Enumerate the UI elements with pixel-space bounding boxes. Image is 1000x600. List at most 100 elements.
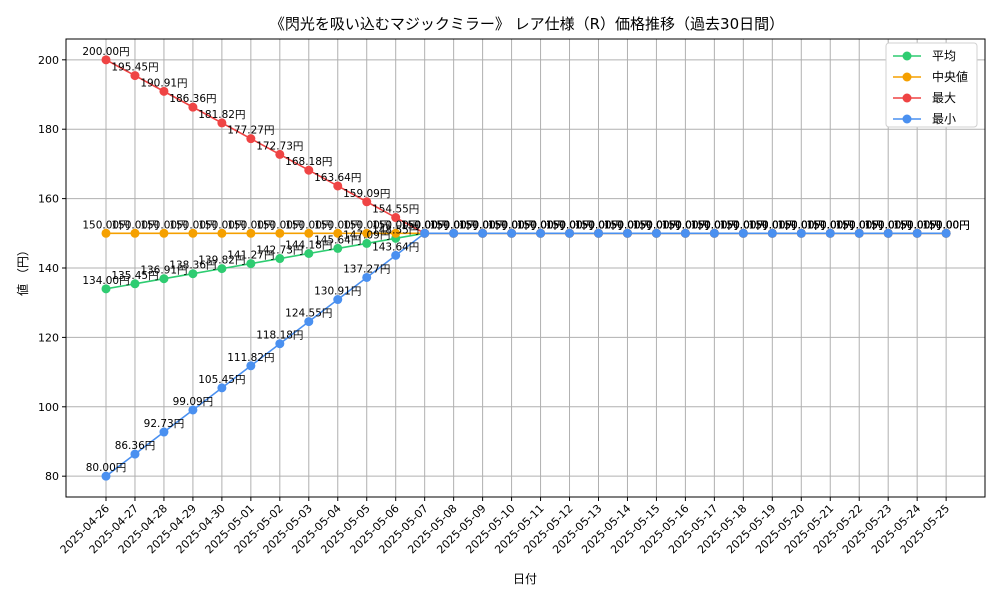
data-label-median: 150.00円 — [633, 219, 680, 231]
point-min — [130, 449, 140, 459]
data-label-max: 150.00円 — [517, 219, 564, 231]
point-avg — [275, 254, 285, 264]
data-label-min: 137.27円 — [343, 263, 390, 275]
data-label-min: 150.00円 — [430, 219, 477, 231]
data-label-median: 150.00円 — [111, 219, 158, 231]
point-min — [333, 295, 343, 305]
data-label-median: 150.00円 — [430, 219, 477, 231]
data-label-avg: 150.00円 — [604, 219, 651, 231]
data-label-median: 150.00円 — [691, 219, 738, 231]
data-label-max: 168.18円 — [285, 156, 332, 168]
data-label-min: 150.00円 — [575, 219, 622, 231]
data-label-avg: 148.55円 — [372, 224, 419, 236]
data-label-max: 150.00円 — [923, 219, 970, 231]
point-max — [188, 102, 198, 112]
data-label-max: 150.00円 — [604, 219, 651, 231]
series-max — [101, 55, 951, 238]
data-label-median: 150.00円 — [749, 219, 796, 231]
data-label-avg: 150.00円 — [865, 219, 912, 231]
series-min — [101, 228, 951, 481]
data-label-min: 150.00円 — [778, 219, 825, 231]
legend-item-median: 中央値 — [893, 69, 968, 84]
point-avg — [101, 284, 111, 294]
data-label-max: 159.09円 — [343, 188, 390, 200]
data-label-min: 150.00円 — [691, 219, 738, 231]
chart-title: 《閃光を吸い込むマジックミラー》 レア仕様（R）価格推移（過去30日間） — [270, 15, 784, 33]
y-tick-label: 200 — [38, 54, 59, 67]
y-tick-label: 140 — [38, 262, 59, 275]
data-label-avg: 147.09円 — [343, 229, 390, 241]
data-label-median: 150.00円 — [372, 219, 419, 231]
data-label-median: 150.00円 — [720, 219, 767, 231]
data-label-median: 150.00円 — [575, 219, 622, 231]
series-layer — [101, 55, 951, 481]
series-line-min — [105, 232, 947, 477]
point-max — [101, 55, 111, 65]
point-min — [622, 228, 632, 238]
data-label-median: 150.00円 — [285, 219, 332, 231]
y-tick-label: 120 — [38, 331, 59, 344]
data-label-avg: 150.00円 — [575, 219, 622, 231]
point-avg — [217, 264, 227, 274]
data-label-avg: 150.00円 — [778, 219, 825, 231]
data-label-median: 150.00円 — [82, 219, 129, 231]
data-label-min: 150.00円 — [662, 219, 709, 231]
data-label-avg: 141.27円 — [227, 250, 274, 262]
data-label-avg: 150.00円 — [430, 219, 477, 231]
data-label-max: 150.00円 — [807, 219, 854, 231]
data-label-min: 150.00円 — [546, 219, 593, 231]
data-label-max: 150.00円 — [488, 219, 535, 231]
data-label-max: 177.27円 — [227, 125, 274, 137]
point-min — [565, 228, 575, 238]
data-label-avg: 150.00円 — [807, 219, 854, 231]
data-label-max: 150.00円 — [865, 219, 912, 231]
data-label-avg: 138.36円 — [169, 260, 216, 272]
point-median — [304, 228, 314, 238]
data-label-max: 195.45円 — [111, 62, 158, 74]
legend-item-max: 最大 — [893, 91, 956, 105]
point-min — [449, 228, 459, 238]
point-min — [304, 317, 314, 327]
point-min — [593, 228, 603, 238]
point-median — [217, 228, 227, 238]
point-min — [188, 405, 198, 415]
data-label-max: 150.00円 — [546, 219, 593, 231]
data-label-median: 150.00円 — [865, 219, 912, 231]
point-median — [188, 228, 198, 238]
data-label-median: 150.00円 — [546, 219, 593, 231]
point-min — [507, 228, 517, 238]
point-max — [246, 134, 256, 144]
data-label-min: 80.00円 — [86, 462, 127, 474]
data-label-median: 150.00円 — [256, 219, 303, 231]
point-max — [333, 181, 343, 191]
point-min — [536, 228, 546, 238]
data-label-min: 86.36円 — [115, 440, 156, 452]
data-label-max: 172.73円 — [256, 140, 303, 152]
data-label-median: 150.00円 — [459, 219, 506, 231]
point-max — [217, 118, 227, 128]
legend-label: 最小 — [932, 112, 956, 126]
data-label-min: 105.45円 — [198, 374, 245, 386]
point-avg — [333, 243, 343, 253]
point-max — [304, 165, 314, 175]
data-label-avg: 136.91円 — [140, 265, 187, 277]
point-avg — [188, 269, 198, 279]
data-label-median: 150.00円 — [894, 219, 941, 231]
data-label-min: 92.73円 — [144, 418, 185, 430]
data-label-median: 150.00円 — [923, 219, 970, 231]
data-label-avg: 150.00円 — [517, 219, 564, 231]
point-avg — [130, 279, 140, 289]
data-label-avg: 150.00円 — [923, 219, 970, 231]
point-min — [738, 228, 748, 238]
legend-item-min: 最小 — [893, 112, 956, 126]
data-label-min: 118.18円 — [256, 330, 303, 342]
data-label-min: 150.00円 — [488, 219, 535, 231]
data-label-min: 99.09円 — [173, 396, 214, 408]
data-label-max: 150.00円 — [633, 219, 680, 231]
data-label-min: 150.00円 — [401, 219, 448, 231]
data-label-avg: 150.00円 — [546, 219, 593, 231]
data-label-min: 150.00円 — [720, 219, 767, 231]
data-label-avg: 150.00円 — [720, 219, 767, 231]
